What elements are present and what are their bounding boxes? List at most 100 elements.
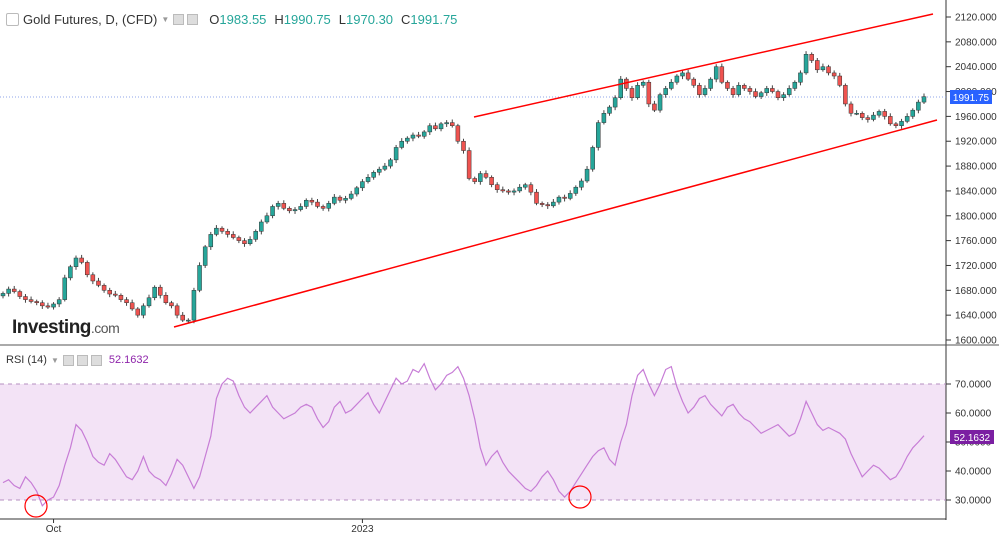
candle-body (551, 201, 556, 207)
candle-body (652, 103, 657, 111)
candle-body (388, 159, 393, 167)
channel-upper-line[interactable] (473, 13, 934, 118)
candle-body (315, 201, 320, 207)
rsi-circle-annotation-left[interactable] (24, 494, 48, 518)
rsi-tick-label: 30.0000 (955, 496, 992, 507)
candle-body (163, 295, 169, 303)
candle-body (444, 122, 449, 125)
candle-body (646, 81, 652, 105)
candle-body (775, 91, 781, 98)
candle-body (702, 88, 708, 95)
rsi-chevron-down-icon[interactable]: ▼ (50, 355, 59, 365)
candle-body (332, 196, 337, 204)
rsi-band-background (0, 384, 946, 500)
candle-body (45, 305, 51, 308)
price-tick-label: 2040.000 (955, 62, 997, 73)
candle-body (831, 72, 837, 77)
candle-body (478, 173, 483, 182)
candle-body (197, 265, 202, 291)
candle-body (815, 60, 820, 71)
low-label: L (338, 12, 347, 27)
candle-body (730, 88, 736, 95)
candle-body (685, 72, 691, 80)
candle-body (921, 96, 927, 103)
candle-body (113, 293, 118, 296)
candle-body (399, 140, 404, 148)
price-tick-label: 1640.000 (955, 311, 997, 322)
rsi-circle-annotation-right[interactable] (568, 485, 592, 509)
candle-body (416, 134, 421, 137)
candle-body (219, 227, 225, 232)
candle-body (337, 196, 343, 201)
candle-body (371, 172, 376, 178)
candle-body (635, 85, 640, 98)
collapse-icon[interactable] (6, 13, 19, 26)
price-axis[interactable]: 2120.0002080.0002040.0002000.0001960.000… (946, 13, 997, 347)
candle-body (753, 91, 758, 97)
candle-body (270, 206, 275, 217)
price-tick-label: 1720.000 (955, 261, 997, 272)
open-value: 1983.55 (219, 12, 267, 27)
candle-body (612, 97, 618, 108)
time-axis[interactable]: Oct 2023 (46, 519, 374, 535)
symbol-title[interactable]: Gold Futures, D, (CFD) (23, 12, 158, 27)
candle-body (708, 78, 713, 89)
symbol-legend: Gold Futures, D, (CFD) ▼ O 1983.55 H 1990.… (6, 12, 457, 27)
price-tick-label: 1920.000 (955, 137, 997, 148)
settings-icon[interactable] (187, 14, 199, 25)
candle-body (253, 231, 258, 240)
eye-icon[interactable] (173, 14, 185, 25)
candle-body (6, 288, 11, 294)
candle-body (377, 168, 382, 173)
candle-body (713, 66, 719, 80)
rsi-title[interactable]: RSI (14) (6, 354, 47, 366)
chevron-down-icon[interactable]: ▼ (161, 15, 170, 24)
candle-body (292, 209, 298, 212)
candle-body (421, 131, 427, 137)
time-tick-label: 2023 (351, 524, 374, 535)
candle-body (567, 193, 573, 199)
candle-body (859, 113, 865, 118)
candlestick-series (0, 51, 927, 324)
candle-body (141, 305, 146, 316)
candle-body (489, 177, 494, 185)
price-tick-label: 2080.000 (955, 37, 997, 48)
candle-body (899, 121, 904, 126)
rsi-eye-icon[interactable] (62, 354, 74, 366)
rsi-tick-label: 70.0000 (955, 380, 992, 391)
candle-body (826, 66, 831, 74)
channel-lower-line[interactable] (173, 119, 938, 328)
candle-body (579, 180, 584, 188)
price-tick-label: 1880.000 (955, 162, 997, 173)
candle-body (433, 125, 438, 130)
candle-body (298, 206, 303, 210)
candle-body (904, 116, 910, 122)
candle-body (865, 117, 871, 120)
candle-body (40, 302, 45, 307)
candle-body (354, 187, 360, 195)
candle-body (343, 198, 348, 201)
candle-body (0, 293, 6, 297)
candle-body (539, 203, 545, 205)
candle-body (697, 85, 702, 95)
price-tick-label: 1680.000 (955, 286, 997, 297)
candle-body (764, 88, 770, 94)
rsi-close-icon[interactable] (90, 354, 102, 366)
candle-body (79, 257, 84, 263)
candle-body (669, 81, 674, 89)
candle-body (820, 66, 826, 71)
candle-body (719, 66, 725, 83)
candle-body (135, 308, 141, 316)
candle-body (573, 186, 579, 194)
rsi-settings-icon[interactable] (76, 354, 88, 366)
candle-body (517, 186, 522, 192)
candle-body (607, 106, 612, 114)
candle-body (438, 123, 444, 130)
candle-body (657, 94, 663, 111)
candle-body (742, 85, 747, 89)
candle-body (365, 177, 371, 182)
candle-body (393, 147, 399, 161)
logo-suffix: .com (90, 320, 120, 336)
